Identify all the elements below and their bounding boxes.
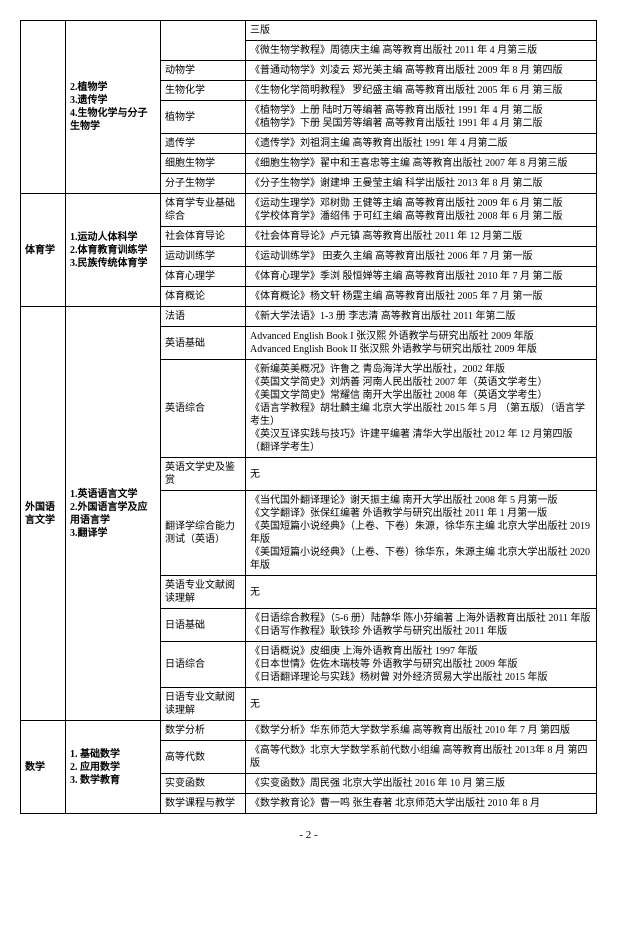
subcategory-cell: 2.植物学 3.遗传学 4.生物化学与分子生物学 (66, 21, 161, 194)
reference-cell: 《高等代数》北京大学数学系前代数小组编 高等教育出版社 2013年 8 月 第四… (246, 741, 597, 774)
subject-cell: 数学课程与教学 (161, 794, 246, 814)
reference-cell: 无 (246, 688, 597, 721)
subject-cell: 体育心理学 (161, 267, 246, 287)
subject-cell: 体育学专业基础综合 (161, 194, 246, 227)
category-cell: 体育学 (21, 194, 66, 307)
subject-cell (161, 21, 246, 61)
subject-cell: 生物化学 (161, 81, 246, 101)
category-cell: 外国语言文学 (21, 307, 66, 721)
reference-cell: 三版 (246, 21, 597, 41)
subject-cell: 翻译学综合能力测试（英语） (161, 491, 246, 576)
subject-cell: 数学分析 (161, 721, 246, 741)
reference-cell: 《生物化学简明教程》 罗纪盛主编 高等教育出版社 2005 年 6 月 第三版 (246, 81, 597, 101)
reference-cell: 无 (246, 458, 597, 491)
subject-cell: 细胞生物学 (161, 154, 246, 174)
subject-cell: 日语基础 (161, 609, 246, 642)
subject-cell: 高等代数 (161, 741, 246, 774)
reference-cell: 《细胞生物学》翟中和王喜忠等主编 高等教育出版社 2007 年 8 月第三版 (246, 154, 597, 174)
course-table: 2.植物学 3.遗传学 4.生物化学与分子生物学三版《微生物学教程》周德庆主编 … (20, 20, 597, 814)
subject-cell: 体育概论 (161, 287, 246, 307)
subject-cell: 法语 (161, 307, 246, 327)
table-row: 体育学1.运动人体科学 2.体育教育训练学 3.民族传统体育学体育学专业基础综合… (21, 194, 597, 227)
reference-cell: 《实变函数》周民强 北京大学出版社 2016 年 10 月 第三版 (246, 774, 597, 794)
reference-cell: 无 (246, 576, 597, 609)
reference-cell: 《当代国外翻译理论》谢天振主编 南开大学出版社 2008 年 5 月第一版 《文… (246, 491, 597, 576)
reference-cell: 《日语综合教程》（5-6 册）陆静华 陈小芬编著 上海外语教育出版社 2011 … (246, 609, 597, 642)
reference-cell: 《体育概论》杨文轩 杨霆主编 高等教育出版社 2005 年 7 月 第一版 (246, 287, 597, 307)
table-row: 2.植物学 3.遗传学 4.生物化学与分子生物学三版 (21, 21, 597, 41)
reference-cell: 《植物学》上册 陆时万等编著 高等教育出版社 1991 年 4 月 第二版 《植… (246, 101, 597, 134)
category-cell: 数学 (21, 721, 66, 814)
subject-cell: 分子生物学 (161, 174, 246, 194)
reference-cell: Advanced English Book I 张汉熙 外语教学与研究出版社 2… (246, 327, 597, 360)
reference-cell: 《体育心理学》季浏 殷恒婵等主编 高等教育出版社 2010 年 7 月 第二版 (246, 267, 597, 287)
reference-cell: 《运动训练学》 田麦久主编 高等教育出版社 2006 年 7 月 第一版 (246, 247, 597, 267)
subject-cell: 日语专业文献阅读理解 (161, 688, 246, 721)
reference-cell: 《数学分析》华东师范大学数学系编 高等教育出版社 2010 年 7 月 第四版 (246, 721, 597, 741)
subject-cell: 社会体育导论 (161, 227, 246, 247)
reference-cell: 《数学教育论》曹一鸣 张生春著 北京师范大学出版社 2010 年 8 月 (246, 794, 597, 814)
subject-cell: 日语综合 (161, 642, 246, 688)
subject-cell: 实变函数 (161, 774, 246, 794)
subject-cell: 运动训练学 (161, 247, 246, 267)
reference-cell: 《分子生物学》谢建坤 王曼莹主编 科学出版社 2013 年 8 月 第二版 (246, 174, 597, 194)
page-number: - 2 - (20, 829, 597, 841)
subject-cell: 植物学 (161, 101, 246, 134)
category-cell (21, 21, 66, 194)
reference-cell: 《微生物学教程》周德庆主编 高等教育出版社 2011 年 4 月第三版 (246, 41, 597, 61)
subject-cell: 动物学 (161, 61, 246, 81)
table-row: 数学1. 基础数学 2. 应用数学 3. 数学教育数学分析《数学分析》华东师范大… (21, 721, 597, 741)
subcategory-cell: 1. 基础数学 2. 应用数学 3. 数学教育 (66, 721, 161, 814)
subject-cell: 英语专业文献阅读理解 (161, 576, 246, 609)
reference-cell: 《日语概说》皮细庚 上海外语教育出版社 1997 年版 《日本世情》佐佐木瑞枝等… (246, 642, 597, 688)
table-row: 外国语言文学1.英语语言文学 2.外国语言学及应用语言学 3.翻译学法语《新大学… (21, 307, 597, 327)
subject-cell: 遗传学 (161, 134, 246, 154)
reference-cell: 《新大学法语》1-3 册 李志清 高等教育出版社 2011 年第二版 (246, 307, 597, 327)
reference-cell: 《遗传学》刘祖洞主编 高等教育出版社 1991 年 4 月第二版 (246, 134, 597, 154)
reference-cell: 《普通动物学》刘凌云 郑光美主编 高等教育出版社 2009 年 8 月 第四版 (246, 61, 597, 81)
reference-cell: 《运动生理学》邓树勋 王健等主编 高等教育出版社 2009 年 6 月 第二版 … (246, 194, 597, 227)
subject-cell: 英语综合 (161, 360, 246, 458)
reference-cell: 《新编英美概况》许鲁之 青岛海洋大学出版社，2002 年版 《英国文学简史》刘炳… (246, 360, 597, 458)
subcategory-cell: 1.运动人体科学 2.体育教育训练学 3.民族传统体育学 (66, 194, 161, 307)
subcategory-cell: 1.英语语言文学 2.外国语言学及应用语言学 3.翻译学 (66, 307, 161, 721)
subject-cell: 英语基础 (161, 327, 246, 360)
subject-cell: 英语文学史及鉴赏 (161, 458, 246, 491)
reference-cell: 《社会体育导论》卢元镇 高等教育出版社 2011 年 12 月第二版 (246, 227, 597, 247)
